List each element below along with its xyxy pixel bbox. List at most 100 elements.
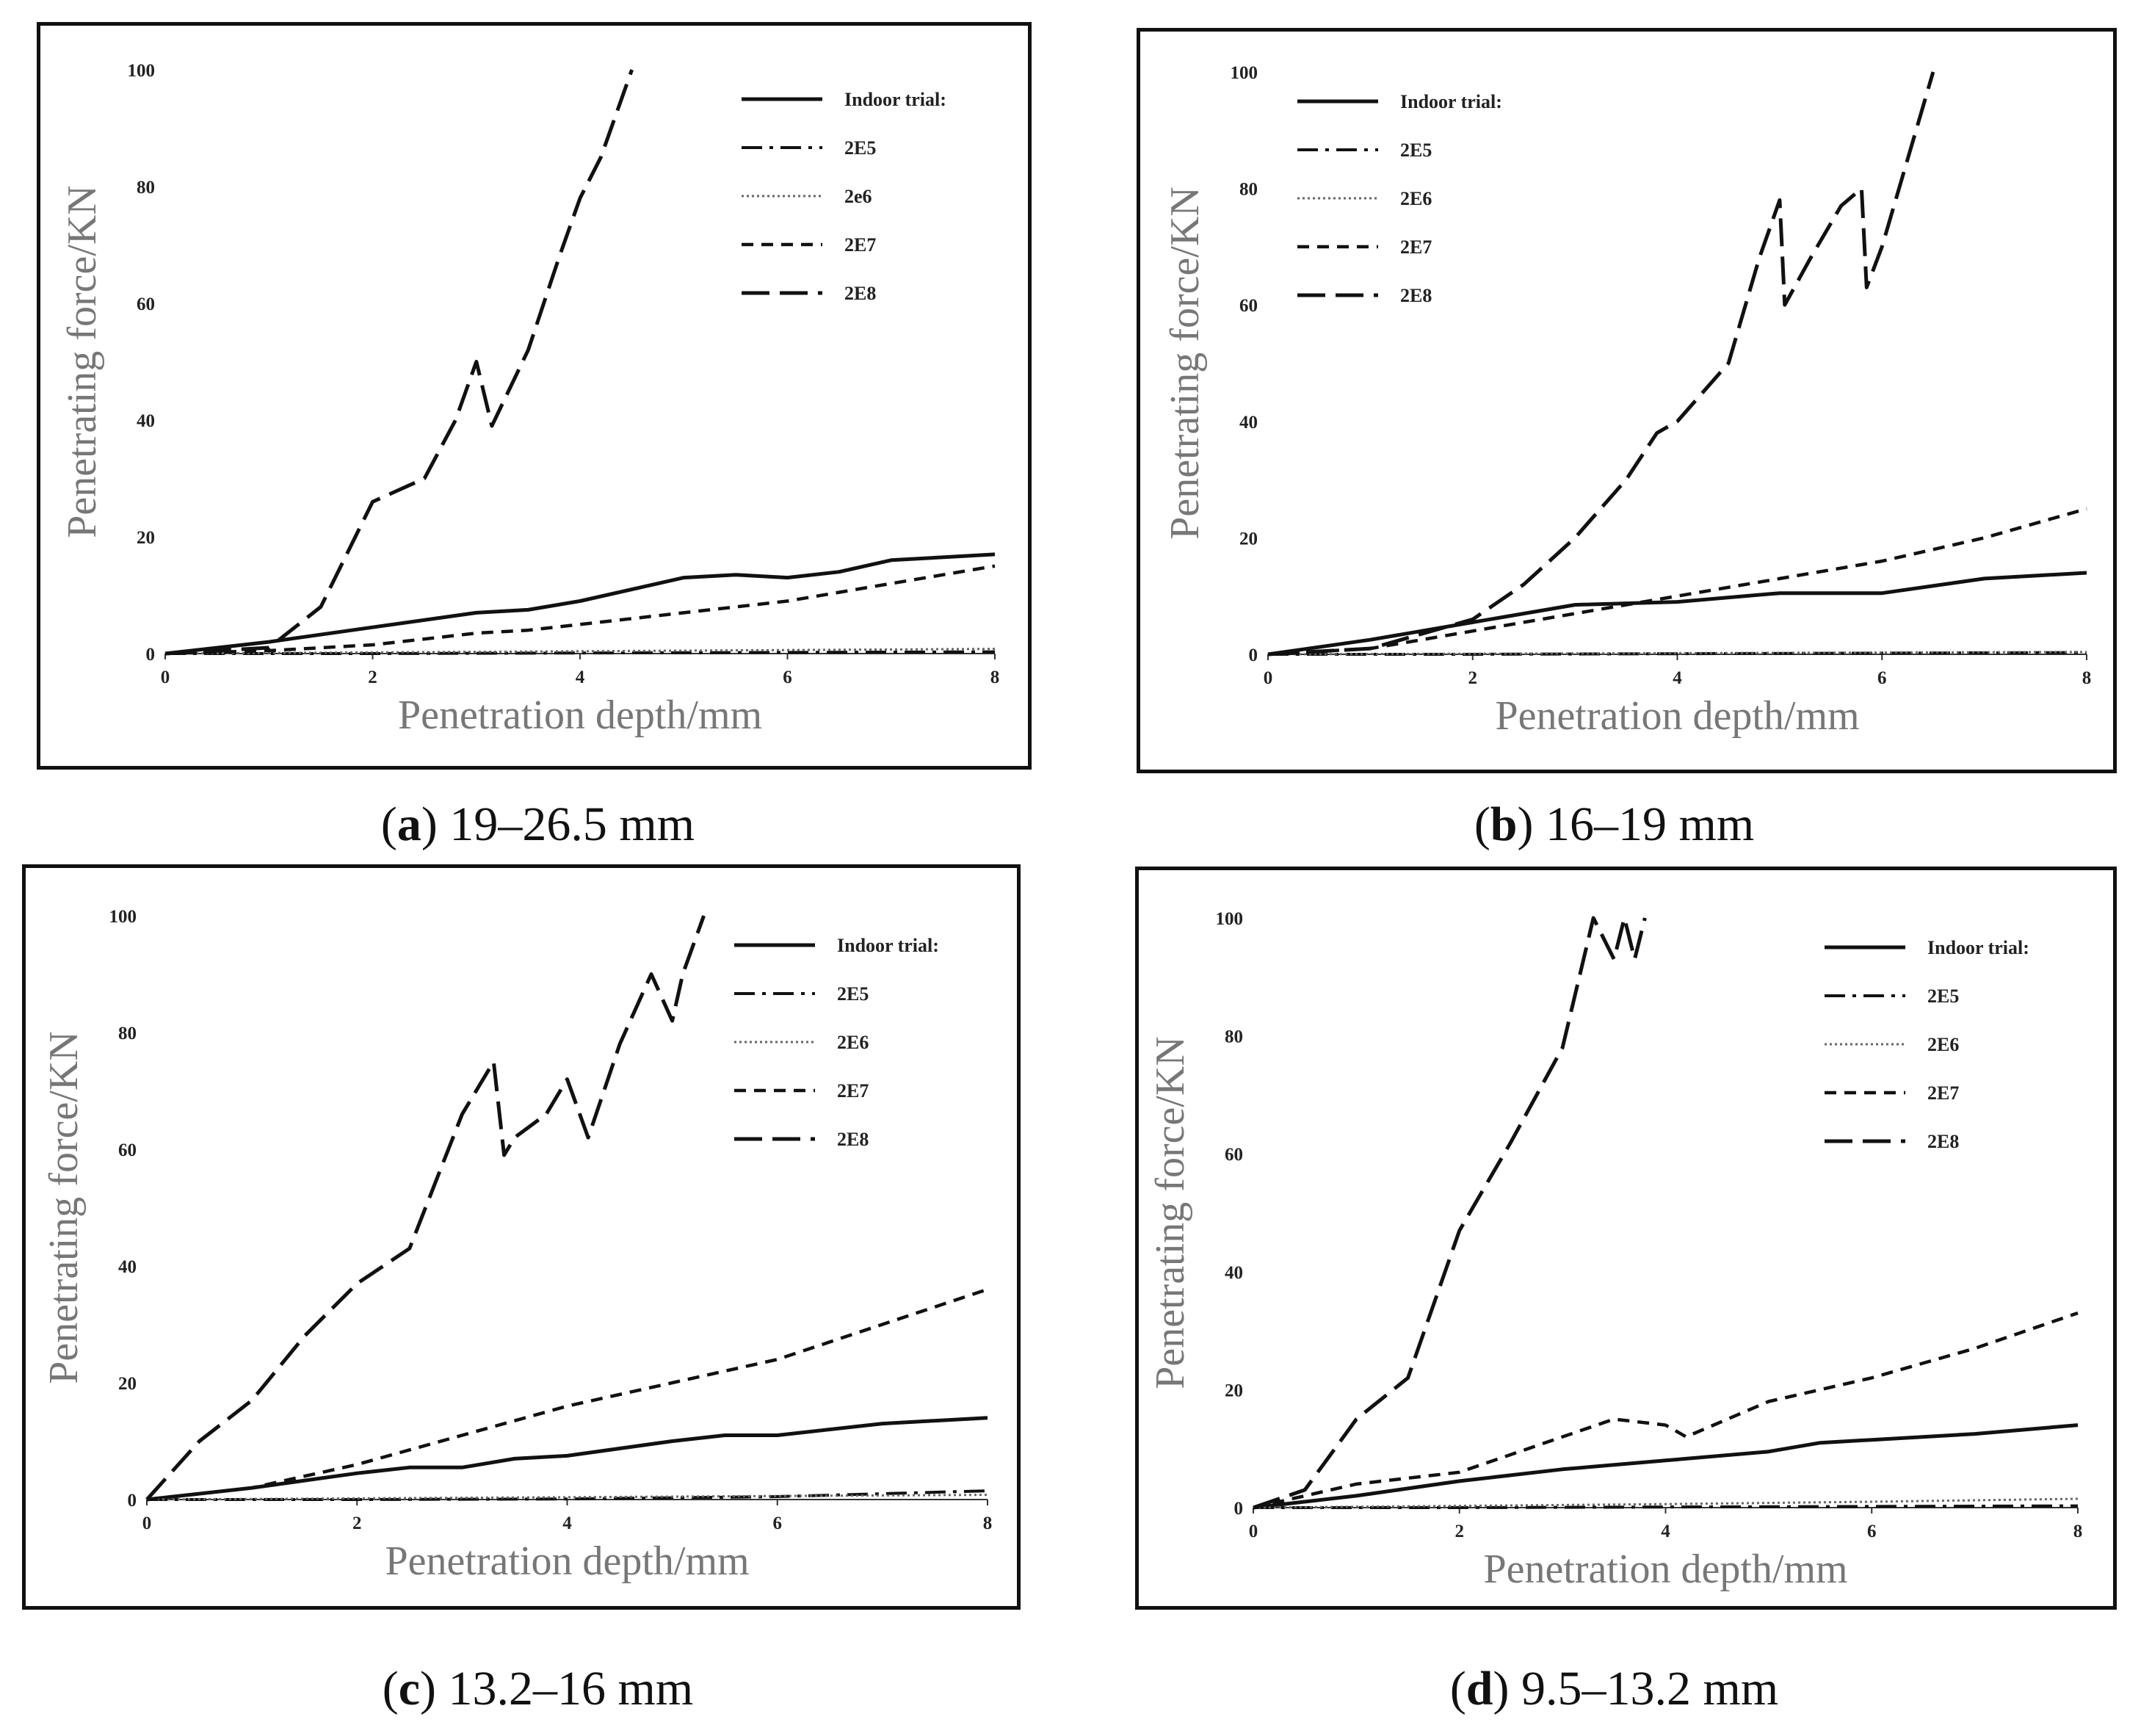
chart-a-series-2e5 bbox=[165, 650, 996, 655]
chart-c-series-2e7 bbox=[146, 1287, 988, 1502]
caption-text: 13.2–16 mm bbox=[448, 1662, 694, 1715]
chart-b-y-tick-label: 0 bbox=[1249, 645, 1258, 665]
chart-c-x-tick-label: 4 bbox=[562, 1513, 572, 1533]
chart-a-legend-label: Indoor trial: bbox=[844, 89, 946, 110]
chart-frame-d bbox=[1135, 867, 2117, 1610]
caption-c: (c) 13.2–16 mm bbox=[382, 1662, 694, 1715]
chart-c-series-2e8 bbox=[145, 915, 706, 1501]
caption-d: (d) 9.5–13.2 mm bbox=[1449, 1662, 1779, 1715]
chart-a-x-tick-label: 0 bbox=[161, 668, 170, 687]
caption-b: (b) 16–19 mm bbox=[1474, 798, 1755, 851]
chart-d-y-tick-label: 80 bbox=[1225, 1027, 1243, 1047]
chart-c-legend-label: 2E5 bbox=[837, 983, 869, 1005]
chart-c-legend-label: Indoor trial: bbox=[837, 935, 939, 956]
caption-letter: c bbox=[398, 1662, 421, 1715]
chart-a-series-2e7 bbox=[164, 564, 996, 656]
panel-c: 0 2 4 6 8 0 20 40 60 80 100 Penetration depth/mm Pen… bbox=[0, 864, 1076, 1736]
chart-b-series-indoor-trial bbox=[1267, 571, 2087, 657]
chart-b-y-tick-label: 20 bbox=[1239, 529, 1258, 549]
chart-d-y-tick-label: 40 bbox=[1225, 1263, 1243, 1283]
chart-a-y-tick-label: 0 bbox=[146, 645, 156, 665]
chart-b-y-tick-label: 40 bbox=[1239, 413, 1258, 433]
chart-a-legend-label: 2E5 bbox=[844, 137, 876, 159]
chart-a-series-indoor-trial bbox=[164, 552, 996, 656]
chart-a-y-axis-label: Penetrating force/KN bbox=[59, 185, 105, 538]
chart-b-legend-label: 2E6 bbox=[1400, 188, 1432, 209]
chart-b-x-tick-label: 8 bbox=[2082, 668, 2092, 688]
chart-d-y-tick-label: 20 bbox=[1225, 1381, 1243, 1400]
chart-b-x-tick-label: 2 bbox=[1468, 668, 1478, 688]
chart-b-y-axis-label: Penetrating force/KN bbox=[1162, 187, 1208, 539]
chart-a-x-tick-label: 6 bbox=[783, 668, 792, 687]
chart-c-y-tick-label: 100 bbox=[109, 907, 137, 927]
chart-d-legend-label: 2E8 bbox=[1927, 1131, 1959, 1152]
chart-b-series-2e5 bbox=[1268, 651, 2087, 656]
chart-c-series-2e6 bbox=[146, 1494, 988, 1501]
chart-b-y-tick-label: 60 bbox=[1239, 296, 1258, 316]
chart-d-legend-label: 2E7 bbox=[1927, 1082, 1959, 1104]
chart-c-series-indoor-trial bbox=[146, 1416, 988, 1502]
chart-c-y-tick-label: 0 bbox=[128, 1491, 137, 1511]
chart-c-x-tick-label: 0 bbox=[142, 1513, 152, 1533]
chart-b-x-tick-label: 4 bbox=[1673, 668, 1682, 688]
caption-letter: d bbox=[1466, 1662, 1493, 1715]
caption-letter: b bbox=[1490, 798, 1518, 851]
chart-c-x-tick-label: 2 bbox=[352, 1513, 362, 1533]
chart-frame-a bbox=[37, 22, 1032, 770]
chart-a-y-tick-label: 60 bbox=[137, 294, 155, 314]
chart-c-legend-label: 2E7 bbox=[837, 1080, 869, 1102]
chart-d-x-tick-label: 6 bbox=[1867, 1522, 1877, 1541]
chart-b-legend-label: 2E7 bbox=[1400, 236, 1432, 258]
chart-c-x-tick-label: 8 bbox=[983, 1513, 993, 1533]
chart-a-y-tick-label: 40 bbox=[137, 411, 155, 431]
panel-d: 0 2 4 6 8 0 20 40 60 80 100 Penetration depth/mm Pen… bbox=[1076, 867, 2152, 1736]
caption-a: (a) 19–26.5 mm bbox=[380, 798, 695, 851]
chart-b-x-tick-label: 0 bbox=[1264, 668, 1273, 688]
chart-a-x-tick-label: 4 bbox=[576, 668, 585, 687]
chart-d-x-axis-label: Penetration depth/mm bbox=[1483, 1547, 1847, 1592]
chart-a-y-tick-label: 100 bbox=[128, 61, 156, 81]
chart-d-y-axis-label: Penetrating force/KN bbox=[1148, 1036, 1193, 1389]
chart-a-legend-label: 2E7 bbox=[844, 234, 876, 256]
chart-b-legend-label: 2E8 bbox=[1400, 285, 1432, 306]
chart-b-y-tick-label: 80 bbox=[1239, 180, 1258, 200]
chart-a-y-tick-label: 80 bbox=[137, 178, 155, 198]
chart-a-x-tick-label: 2 bbox=[368, 668, 377, 687]
chart-c-y-tick-label: 40 bbox=[118, 1257, 137, 1277]
chart-a-x-tick-label: 8 bbox=[990, 668, 1000, 687]
chart-c-legend-label: 2E6 bbox=[837, 1032, 869, 1053]
chart-a-y-tick-label: 20 bbox=[137, 528, 155, 548]
chart-d-legend-label: 2E5 bbox=[1927, 985, 1959, 1007]
caption-letter: a bbox=[396, 798, 421, 851]
chart-d-x-tick-label: 8 bbox=[2073, 1522, 2083, 1541]
chart-d-series-indoor-trial bbox=[1253, 1423, 2079, 1510]
chart-d-legend-label: 2E6 bbox=[1927, 1034, 1959, 1055]
chart-d-y-tick-label: 100 bbox=[1216, 909, 1244, 929]
chart-a-legend-label: 2e6 bbox=[844, 186, 872, 207]
chart-b-series-2e8 bbox=[1267, 71, 1935, 657]
chart-d-series-2e7 bbox=[1253, 1311, 2079, 1510]
chart-a-series-2e8 bbox=[164, 69, 634, 656]
chart-b-legend-label: Indoor trial: bbox=[1400, 91, 1502, 112]
caption-text: 19–26.5 mm bbox=[449, 798, 695, 851]
caption-text: 9.5–13.2 mm bbox=[1521, 1662, 1779, 1715]
chart-c-y-tick-label: 60 bbox=[118, 1140, 137, 1160]
chart-d-series-2e6 bbox=[1253, 1497, 2079, 1509]
chart-d-y-tick-label: 0 bbox=[1234, 1499, 1244, 1519]
chart-d-y-tick-label: 60 bbox=[1225, 1145, 1243, 1165]
chart-c-x-axis-label: Penetration depth/mm bbox=[385, 1538, 749, 1584]
chart-c-legend-label: 2E8 bbox=[837, 1129, 869, 1150]
chart-c-y-axis-label: Penetrating force/KN bbox=[41, 1031, 87, 1384]
panel-a: 0 2 4 6 8 0 20 40 60 80 100 Penetration depth/mm Pen… bbox=[0, 0, 1076, 867]
chart-b-legend-label: 2E5 bbox=[1400, 140, 1432, 161]
chart-c-x-tick-label: 6 bbox=[773, 1513, 783, 1533]
chart-b-x-axis-label: Penetration depth/mm bbox=[1495, 693, 1859, 739]
chart-d-series-2e8 bbox=[1253, 916, 1647, 1510]
chart-a-x-axis-label: Penetration depth/mm bbox=[398, 692, 762, 738]
chart-d-x-tick-label: 2 bbox=[1455, 1522, 1465, 1541]
chart-c-y-tick-label: 20 bbox=[118, 1374, 137, 1394]
